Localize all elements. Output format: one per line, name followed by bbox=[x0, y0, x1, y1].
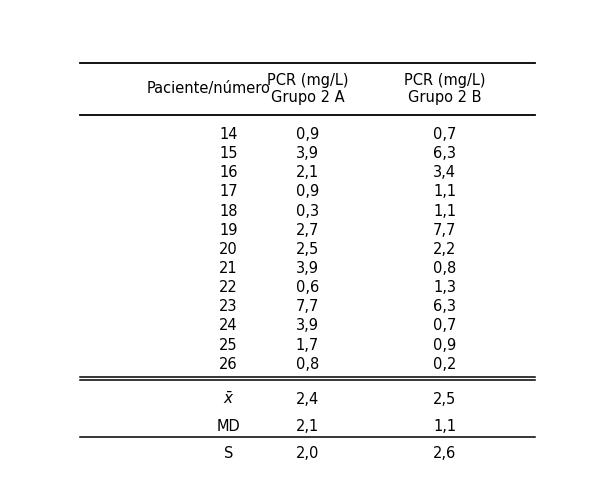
Text: 23: 23 bbox=[219, 299, 238, 314]
Text: 14: 14 bbox=[219, 127, 238, 142]
Text: 1,1: 1,1 bbox=[433, 203, 456, 219]
Text: 21: 21 bbox=[219, 261, 238, 276]
Text: 25: 25 bbox=[219, 338, 238, 352]
Text: 3,4: 3,4 bbox=[433, 165, 456, 180]
Text: S: S bbox=[224, 446, 233, 461]
Text: 19: 19 bbox=[219, 223, 238, 238]
Text: $\bar{x}$: $\bar{x}$ bbox=[223, 391, 234, 407]
Text: PCR (mg/L)
Grupo 2 B: PCR (mg/L) Grupo 2 B bbox=[404, 73, 485, 105]
Text: 0,8: 0,8 bbox=[433, 261, 457, 276]
Text: 2,6: 2,6 bbox=[433, 446, 457, 461]
Text: 3,9: 3,9 bbox=[296, 261, 319, 276]
Text: 2,4: 2,4 bbox=[296, 392, 319, 406]
Text: 2,7: 2,7 bbox=[296, 223, 319, 238]
Text: 1,3: 1,3 bbox=[433, 280, 456, 295]
Text: 3,9: 3,9 bbox=[296, 318, 319, 334]
Text: PCR (mg/L)
Grupo 2 A: PCR (mg/L) Grupo 2 A bbox=[267, 73, 348, 105]
Text: 6,3: 6,3 bbox=[433, 146, 456, 161]
Text: 6,3: 6,3 bbox=[433, 299, 456, 314]
Text: 0,3: 0,3 bbox=[296, 203, 319, 219]
Text: MD: MD bbox=[217, 419, 241, 434]
Text: 24: 24 bbox=[219, 318, 238, 334]
Text: 0,9: 0,9 bbox=[296, 185, 319, 199]
Text: 0,2: 0,2 bbox=[433, 357, 457, 372]
Text: Paciente/número: Paciente/número bbox=[147, 82, 271, 97]
Text: 18: 18 bbox=[219, 203, 238, 219]
Text: 0,7: 0,7 bbox=[433, 127, 457, 142]
Text: 22: 22 bbox=[219, 280, 238, 295]
Text: 1,7: 1,7 bbox=[296, 338, 319, 352]
Text: 2,1: 2,1 bbox=[296, 419, 319, 434]
Text: 3,9: 3,9 bbox=[296, 146, 319, 161]
Text: 15: 15 bbox=[219, 146, 238, 161]
Text: 2,0: 2,0 bbox=[296, 446, 319, 461]
Text: 0,7: 0,7 bbox=[433, 318, 457, 334]
Text: 0,8: 0,8 bbox=[296, 357, 319, 372]
Text: 1,1: 1,1 bbox=[433, 419, 456, 434]
Text: 2,5: 2,5 bbox=[433, 392, 457, 406]
Text: 20: 20 bbox=[219, 242, 238, 257]
Text: 16: 16 bbox=[219, 165, 238, 180]
Text: 0,9: 0,9 bbox=[296, 127, 319, 142]
Text: 0,9: 0,9 bbox=[433, 338, 457, 352]
Text: 26: 26 bbox=[219, 357, 238, 372]
Text: 0,6: 0,6 bbox=[296, 280, 319, 295]
Text: 7,7: 7,7 bbox=[433, 223, 457, 238]
Text: 1,1: 1,1 bbox=[433, 185, 456, 199]
Text: 2,5: 2,5 bbox=[296, 242, 319, 257]
Text: 17: 17 bbox=[219, 185, 238, 199]
Text: 2,2: 2,2 bbox=[433, 242, 457, 257]
Text: 7,7: 7,7 bbox=[296, 299, 319, 314]
Text: 2,1: 2,1 bbox=[296, 165, 319, 180]
